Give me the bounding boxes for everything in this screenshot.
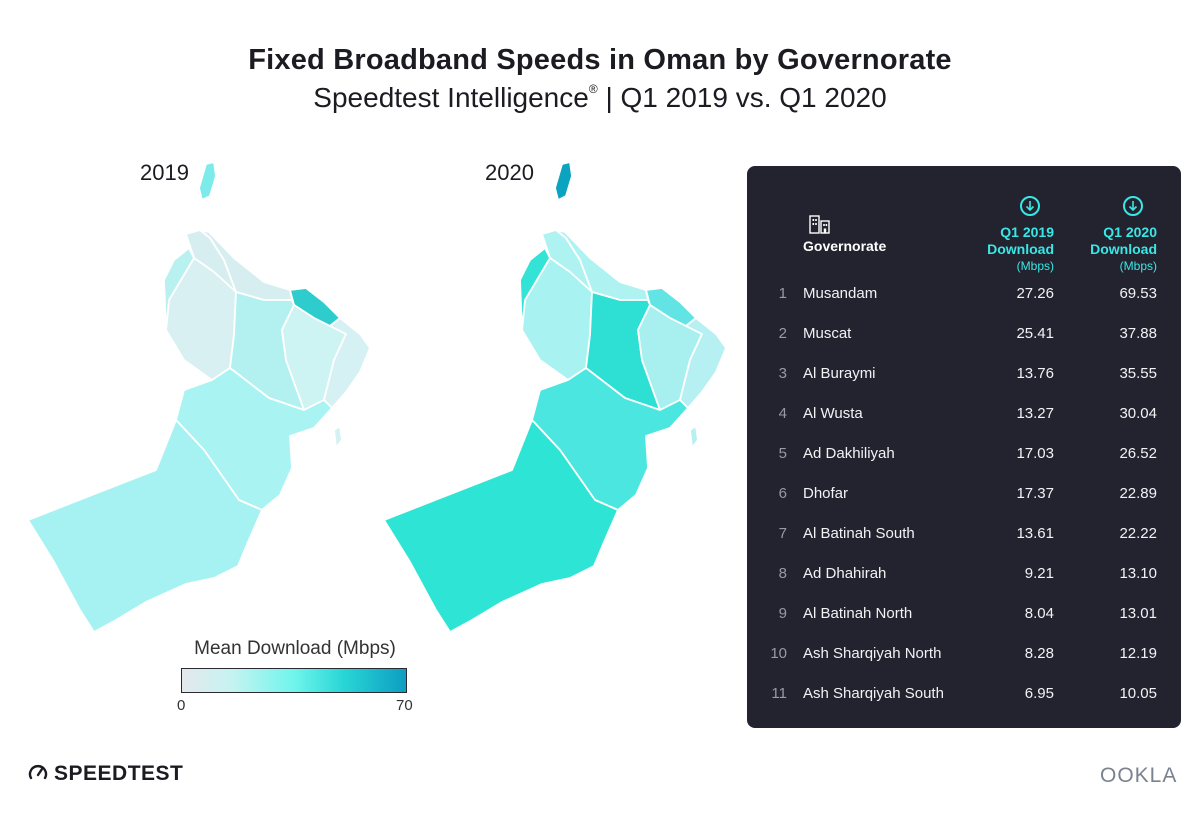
row-q2019: 25.41 bbox=[1016, 325, 1054, 342]
row-q2020: 30.04 bbox=[1119, 405, 1157, 422]
row-rank: 1 bbox=[778, 285, 787, 302]
row-q2020: 69.53 bbox=[1119, 285, 1157, 302]
speedtest-wordmark: SPEEDTEST bbox=[54, 762, 184, 785]
table-row: 11 Ash Sharqiyah South 6.95 10.05 bbox=[747, 685, 1181, 725]
island-masirah bbox=[333, 425, 343, 449]
header-q1-2019-line1: Q1 2019 bbox=[1000, 224, 1054, 240]
row-rank: 7 bbox=[778, 525, 787, 542]
row-rank: 8 bbox=[778, 565, 787, 582]
map-year-label-2020: 2020 bbox=[485, 160, 534, 185]
table-row: 3 Al Buraymi 13.76 35.55 bbox=[747, 365, 1181, 405]
row-q2019: 17.03 bbox=[1016, 445, 1054, 462]
row-q2020: 12.19 bbox=[1119, 645, 1157, 662]
region-dhofar bbox=[27, 419, 263, 633]
row-q2020: 26.52 bbox=[1119, 445, 1157, 462]
ranking-table-panel: Governorate Q1 2019 Download (Mbps) Q1 2… bbox=[747, 166, 1181, 728]
region-buraymi bbox=[163, 247, 195, 331]
row-governorate: Dhofar bbox=[803, 485, 849, 502]
region-dhofar bbox=[383, 419, 619, 633]
registered-mark: ® bbox=[588, 82, 598, 96]
row-governorate: Al Buraymi bbox=[803, 365, 876, 382]
row-governorate: Musandam bbox=[803, 285, 878, 302]
oman-map-2020 bbox=[383, 161, 727, 633]
header-governorate: Governorate bbox=[803, 238, 887, 254]
row-q2020: 13.10 bbox=[1119, 565, 1157, 582]
legend-color-scale bbox=[181, 668, 407, 693]
row-governorate: Ash Sharqiyah North bbox=[803, 645, 942, 662]
subtitle-period: | Q1 2019 vs. Q1 2020 bbox=[597, 82, 887, 113]
row-q2019: 17.37 bbox=[1016, 485, 1054, 502]
oman-map-2019 bbox=[27, 161, 371, 633]
chart-title: Fixed Broadband Speeds in Oman by Govern… bbox=[248, 44, 952, 76]
ookla-logo: OOKLA bbox=[1100, 764, 1178, 787]
legend-min-label: 0 bbox=[177, 697, 186, 714]
header-q1-2019: Q1 2019 Download (Mbps) bbox=[962, 224, 1054, 275]
row-rank: 6 bbox=[778, 485, 787, 502]
row-q2019: 8.28 bbox=[1024, 645, 1054, 662]
region-musandam bbox=[554, 161, 573, 201]
table-row: 8 Ad Dhahirah 9.21 13.10 bbox=[747, 565, 1181, 605]
row-q2019: 13.61 bbox=[1016, 525, 1054, 542]
row-q2019: 9.21 bbox=[1024, 565, 1054, 582]
row-q2020: 35.55 bbox=[1119, 365, 1157, 382]
table-row: 6 Dhofar 17.37 22.89 bbox=[747, 485, 1181, 525]
table-row: 9 Al Batinah North 8.04 13.01 bbox=[747, 605, 1181, 645]
row-governorate: Ad Dhahirah bbox=[803, 565, 887, 582]
table-row: 5 Ad Dakhiliyah 17.03 26.52 bbox=[747, 445, 1181, 485]
table-row: 1 Musandam 27.26 69.53 bbox=[747, 285, 1181, 325]
row-rank: 5 bbox=[778, 445, 787, 462]
download-arrow-icon bbox=[1123, 196, 1143, 216]
map-year-label-2019: 2019 bbox=[140, 160, 189, 185]
download-arrow-icon bbox=[1020, 196, 1040, 216]
row-q2019: 6.95 bbox=[1024, 685, 1054, 702]
row-q2019: 27.26 bbox=[1016, 285, 1054, 302]
header-q1-2019-unit: (Mbps) bbox=[1016, 259, 1054, 273]
row-rank: 9 bbox=[778, 605, 787, 622]
row-rank: 10 bbox=[770, 645, 787, 662]
table-row: 10 Ash Sharqiyah North 8.28 12.19 bbox=[747, 645, 1181, 685]
row-q2020: 10.05 bbox=[1119, 685, 1157, 702]
header-q1-2020-unit: (Mbps) bbox=[1119, 259, 1157, 273]
subtitle-source: Speedtest Intelligence bbox=[313, 82, 589, 113]
row-rank: 4 bbox=[778, 405, 787, 422]
legend-max-label: 70 bbox=[396, 697, 413, 714]
region-buraymi bbox=[519, 247, 551, 331]
region-musandam bbox=[198, 161, 217, 201]
row-rank: 11 bbox=[771, 685, 787, 702]
table-row: 2 Muscat 25.41 37.88 bbox=[747, 325, 1181, 365]
speedometer-icon bbox=[28, 765, 48, 780]
header-q1-2020-line1: Q1 2020 bbox=[1103, 224, 1157, 240]
row-q2019: 13.27 bbox=[1016, 405, 1054, 422]
row-q2020: 22.89 bbox=[1119, 485, 1157, 502]
row-governorate: Al Batinah South bbox=[803, 525, 915, 542]
building-icon bbox=[809, 215, 830, 234]
row-rank: 2 bbox=[778, 325, 787, 342]
header-q1-2019-line2: Download bbox=[987, 241, 1054, 257]
row-q2020: 22.22 bbox=[1119, 525, 1157, 542]
row-governorate: Muscat bbox=[803, 325, 852, 342]
speedtest-logo: SPEEDTEST bbox=[28, 762, 183, 786]
table-row: 4 Al Wusta 13.27 30.04 bbox=[747, 405, 1181, 445]
row-governorate: Al Batinah North bbox=[803, 605, 913, 622]
header-q1-2020-line2: Download bbox=[1090, 241, 1157, 257]
row-governorate: Ad Dakhiliyah bbox=[803, 445, 895, 462]
row-q2020: 13.01 bbox=[1119, 605, 1157, 622]
row-governorate: Ash Sharqiyah South bbox=[803, 685, 944, 702]
region-sharqiyah-south bbox=[679, 317, 727, 409]
row-q2019: 8.04 bbox=[1024, 605, 1054, 622]
region-sharqiyah-south bbox=[323, 317, 371, 409]
chart-subtitle: Speedtest Intelligence® | Q1 2019 vs. Q1… bbox=[0, 82, 1200, 114]
island-masirah bbox=[689, 425, 699, 449]
header-q1-2020: Q1 2020 Download (Mbps) bbox=[1065, 224, 1157, 275]
row-rank: 3 bbox=[778, 365, 787, 382]
table-row: 7 Al Batinah South 13.61 22.22 bbox=[747, 525, 1181, 565]
row-q2020: 37.88 bbox=[1119, 325, 1157, 342]
row-governorate: Al Wusta bbox=[803, 405, 863, 422]
legend-title: Mean Download (Mbps) bbox=[194, 638, 396, 659]
row-q2019: 13.76 bbox=[1016, 365, 1054, 382]
